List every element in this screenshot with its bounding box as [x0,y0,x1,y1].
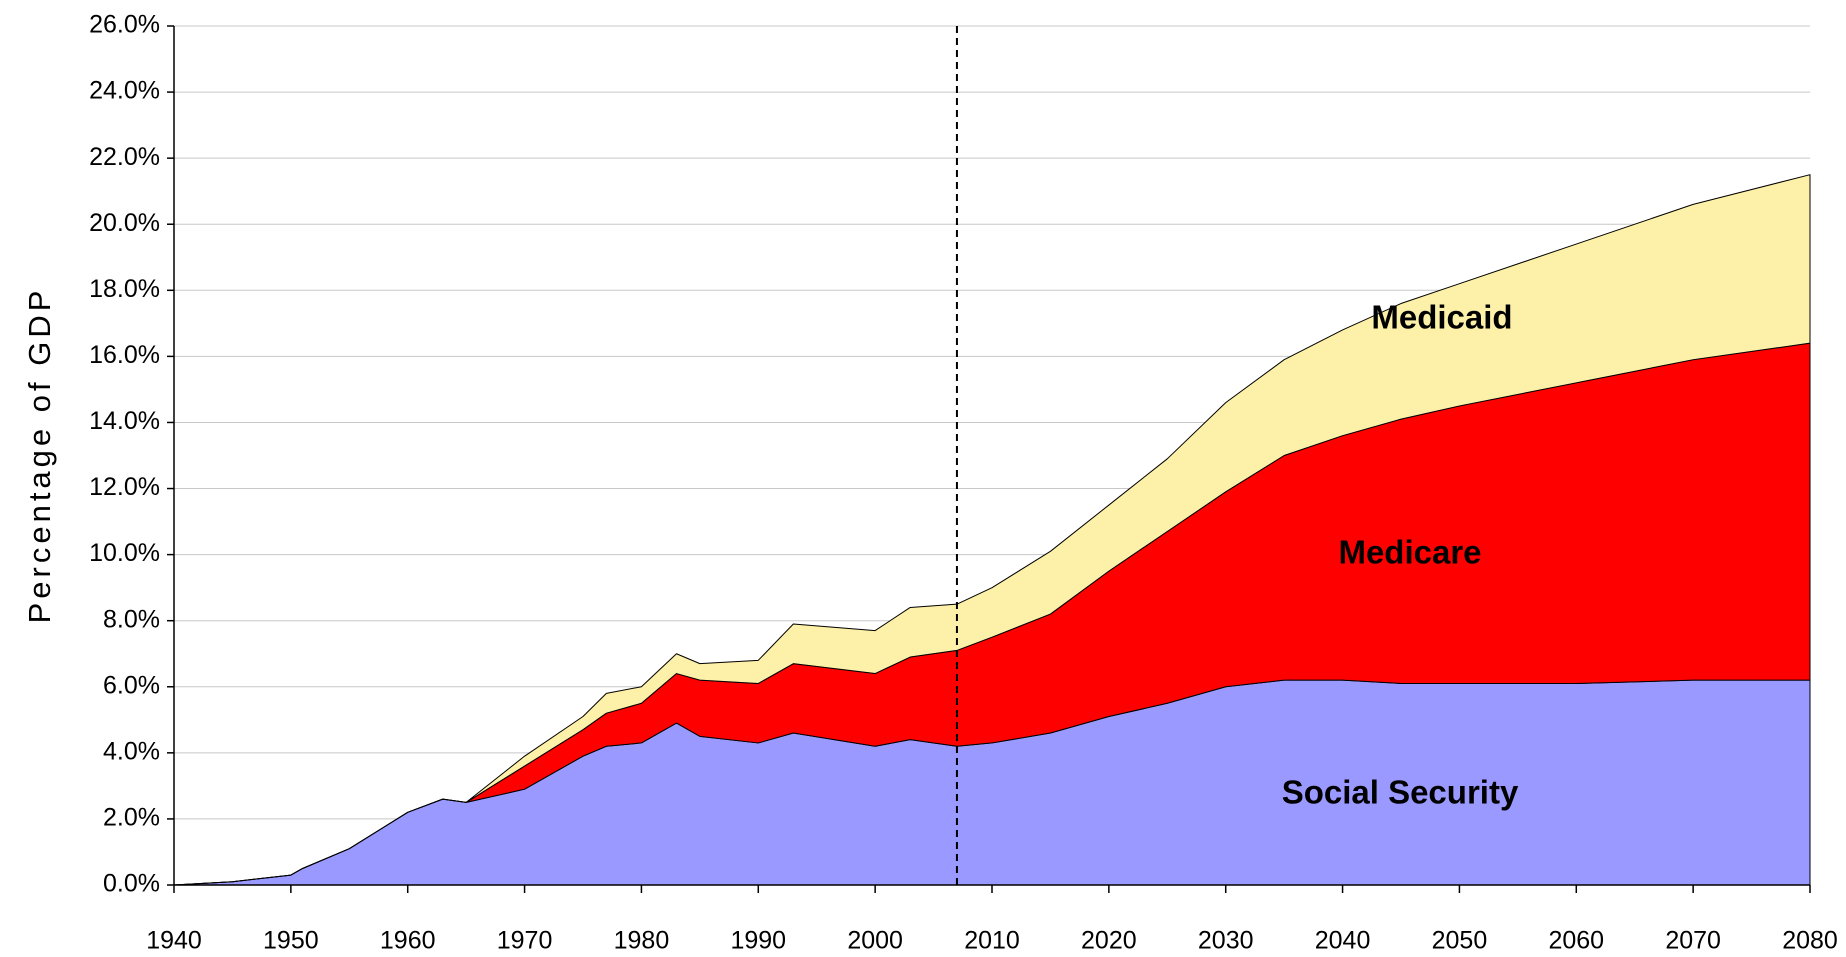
series-label: Medicaid [1371,299,1512,336]
x-tick-label: 2010 [964,927,1020,955]
x-tick-label: 1970 [497,927,553,955]
x-tick-label: 2080 [1782,927,1838,955]
y-tick-label: 14.0% [89,407,160,435]
x-tick-label: 1960 [380,927,436,955]
x-tick-label: 2060 [1548,927,1604,955]
x-tick-label: 1950 [263,927,319,955]
y-tick-label: 8.0% [103,605,160,633]
series-label: Medicare [1338,534,1481,571]
y-tick-label: 20.0% [89,209,160,237]
area [173,174,1811,886]
y-tick-label: 26.0% [89,11,160,39]
x-tick-label: 2050 [1432,927,1488,955]
y-tick-label: 22.0% [89,143,160,171]
x-tick-label: 2000 [847,927,903,955]
y-tick-label: 10.0% [89,539,160,567]
x-tick-label: 1940 [146,927,202,955]
y-tick-label: 6.0% [103,671,160,699]
series-label: Social Security [1282,774,1519,811]
x-tick-label: 2070 [1665,927,1721,955]
y-tick-label: 16.0% [89,341,160,369]
x-tick-label: 2040 [1315,927,1371,955]
y-tick-label: 12.0% [89,473,160,501]
y-tick-label: 18.0% [89,275,160,303]
y-tick-label: 0.0% [103,870,160,898]
y-tick-label: 24.0% [89,77,160,105]
x-tick-label: 2030 [1198,927,1254,955]
y-tick-label: 2.0% [103,804,160,832]
x-tick-label: 2020 [1081,927,1137,955]
y-axis-label: Percentage of GDP [22,287,57,624]
x-tick-label: 1980 [614,927,670,955]
x-tick-label: 1990 [730,927,786,955]
y-tick-label: 4.0% [103,737,160,765]
